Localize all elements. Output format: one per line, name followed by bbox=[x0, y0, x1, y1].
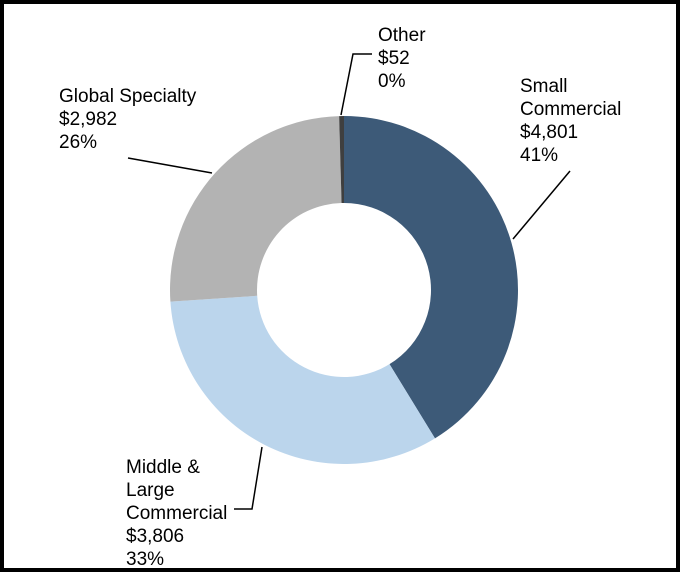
slice-global-specialty bbox=[170, 116, 342, 302]
label-global-specialty-percent: 26% bbox=[59, 132, 98, 153]
leader-line-middle-large-commercial bbox=[234, 446, 263, 510]
label-other-value: $52 bbox=[378, 48, 410, 69]
label-global-specialty: Global Specialty $2,982 26% bbox=[59, 85, 196, 154]
label-small-commercial-name-1: Small bbox=[520, 76, 568, 97]
slice-other bbox=[339, 116, 344, 204]
label-middle-large-value: $3,806 bbox=[126, 526, 185, 547]
donut-slices bbox=[170, 116, 518, 465]
slice-small-commercial bbox=[344, 116, 518, 439]
label-middle-large-name-1: Middle & bbox=[126, 457, 200, 478]
label-other-percent: 0% bbox=[378, 71, 406, 92]
label-global-specialty-value: $2,982 bbox=[59, 109, 118, 130]
slice-middle-large-commercial bbox=[170, 295, 435, 465]
label-other-name: Other bbox=[378, 25, 426, 46]
leader-line-other bbox=[340, 53, 372, 116]
donut-chart bbox=[127, 53, 571, 510]
label-middle-large-commercial: Middle & Large Commercial $3,806 33% bbox=[126, 456, 228, 570]
label-middle-large-name-3: Commercial bbox=[126, 503, 228, 524]
label-small-commercial-name-2: Commercial bbox=[520, 99, 622, 120]
label-small-commercial: Small Commercial $4,801 41% bbox=[520, 75, 621, 167]
label-other: Other $52 0% bbox=[378, 24, 426, 93]
label-middle-large-name-2: Large bbox=[126, 480, 175, 501]
leader-line-global-specialty bbox=[127, 157, 213, 174]
label-global-specialty-name: Global Specialty bbox=[59, 86, 197, 107]
label-middle-large-percent: 33% bbox=[126, 549, 165, 570]
leader-line-small-commercial bbox=[512, 170, 571, 240]
label-small-commercial-percent: 41% bbox=[520, 145, 559, 166]
label-small-commercial-value: $4,801 bbox=[520, 122, 579, 143]
